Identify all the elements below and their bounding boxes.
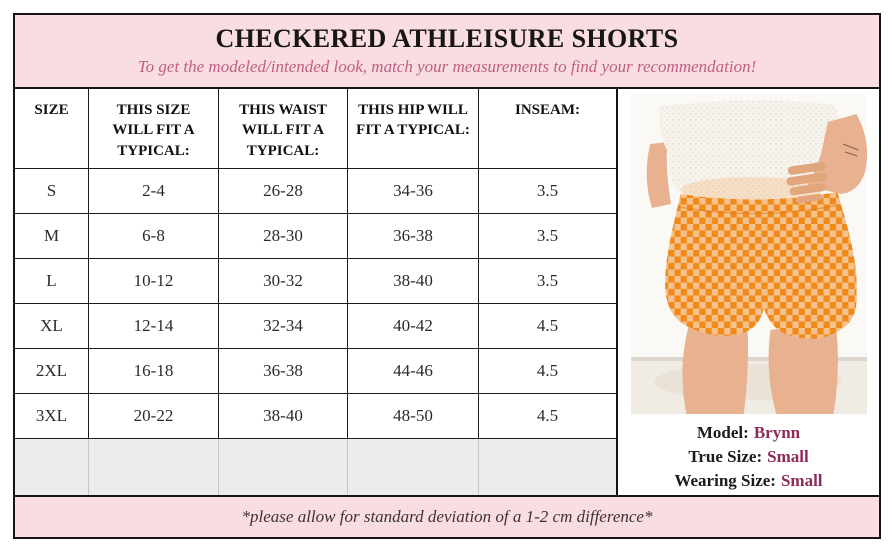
empty-cell (15, 439, 89, 495)
model-left-arm (646, 142, 672, 208)
size-chart-board: CHECKERED ATHLEISURE SHORTS To get the m… (13, 13, 881, 539)
cell-inseam-3xl: 4.5 (479, 394, 616, 439)
cell-waist-3xl: 38-40 (219, 394, 348, 439)
cell-hip-3xl: 48-50 (348, 394, 479, 439)
cell-fit-l: 10-12 (89, 259, 219, 304)
cell-fit-xl: 12-14 (89, 304, 219, 349)
column-header-inseam: INSEAM: (479, 89, 616, 169)
title-banner: CHECKERED ATHLEISURE SHORTS To get the m… (15, 15, 879, 89)
size-chart-table: SIZE THIS SIZE WILL FIT A TYPICAL: THIS … (15, 89, 616, 495)
cell-waist-l: 30-32 (219, 259, 348, 304)
model-info: Model: Brynn True Size: Small Wearing Size… (618, 419, 879, 495)
cell-waist-s: 26-28 (219, 169, 348, 214)
page-title: CHECKERED ATHLEISURE SHORTS (215, 24, 679, 53)
cell-size-s: S (15, 169, 89, 214)
cell-inseam-s: 3.5 (479, 169, 616, 214)
column-header-hip: THIS HIP WILL FIT A TYPICAL: (348, 89, 479, 169)
cell-fit-2xl: 16-18 (89, 349, 219, 394)
cell-size-xl: XL (15, 304, 89, 349)
model-label: Model: (696, 422, 749, 442)
cell-fit-s: 2-4 (89, 169, 219, 214)
model-panel: Model: Brynn True Size: Small Wearing Size… (616, 89, 879, 495)
forearm-tattoo (842, 143, 859, 157)
cell-inseam-2xl: 4.5 (479, 349, 616, 394)
checkered-shorts (665, 192, 857, 339)
checkered-shorts-photo-illustration (631, 94, 867, 414)
cell-size-m: M (15, 214, 89, 259)
model-left-leg (682, 320, 749, 414)
footer-band: *please allow for standard deviation of … (15, 495, 879, 537)
cell-hip-l: 38-40 (348, 259, 479, 304)
cell-waist-m: 28-30 (219, 214, 348, 259)
product-photo (618, 89, 879, 419)
baseboard-line (631, 357, 867, 361)
wearing-size-line: Wearing Size: Small (674, 469, 822, 493)
cell-waist-2xl: 36-38 (219, 349, 348, 394)
wearing-size-label: Wearing Size: (674, 471, 776, 491)
cell-size-l: L (15, 259, 89, 304)
model-knit-top (659, 100, 847, 200)
cell-hip-2xl: 44-46 (348, 349, 479, 394)
cell-hip-m: 36-38 (348, 214, 479, 259)
cell-inseam-xl: 4.5 (479, 304, 616, 349)
true-size-line: True Size: Small (688, 445, 808, 469)
true-size-value: Small (767, 446, 809, 466)
cell-size-3xl: 3XL (15, 394, 89, 439)
footer-note: *please allow for standard deviation of … (241, 507, 653, 526)
top-warm-glow (680, 177, 823, 203)
column-header-size: SIZE (15, 89, 89, 169)
shorts-pleats (708, 210, 796, 234)
page-subtitle: To get the modeled/intended look, match … (137, 57, 757, 76)
empty-cell (89, 439, 219, 495)
cell-size-2xl: 2XL (15, 349, 89, 394)
cell-fit-m: 6-8 (89, 214, 219, 259)
empty-cell (479, 439, 616, 495)
true-size-label: True Size: (688, 446, 763, 466)
cell-hip-s: 34-36 (348, 169, 479, 214)
shorts-waistband-seam (678, 204, 840, 215)
cell-inseam-m: 3.5 (479, 214, 616, 259)
cell-fit-3xl: 20-22 (89, 394, 219, 439)
cell-hip-xl: 40-42 (348, 304, 479, 349)
empty-cell (219, 439, 348, 495)
model-name-line: Model: Brynn (697, 421, 800, 445)
content-area: SIZE THIS SIZE WILL FIT A TYPICAL: THIS … (15, 89, 879, 495)
cell-waist-xl: 32-34 (219, 304, 348, 349)
empty-cell (348, 439, 479, 495)
column-header-waist: THIS WAIST WILL FIT A TYPICAL: (219, 89, 348, 169)
cell-inseam-l: 3.5 (479, 259, 616, 304)
model-value: Brynn (753, 422, 801, 442)
column-header-fit: THIS SIZE WILL FIT A TYPICAL: (89, 89, 219, 169)
wearing-size-value: Small (780, 471, 823, 491)
model-right-leg (768, 322, 838, 414)
model-hand-fingers (786, 161, 828, 204)
